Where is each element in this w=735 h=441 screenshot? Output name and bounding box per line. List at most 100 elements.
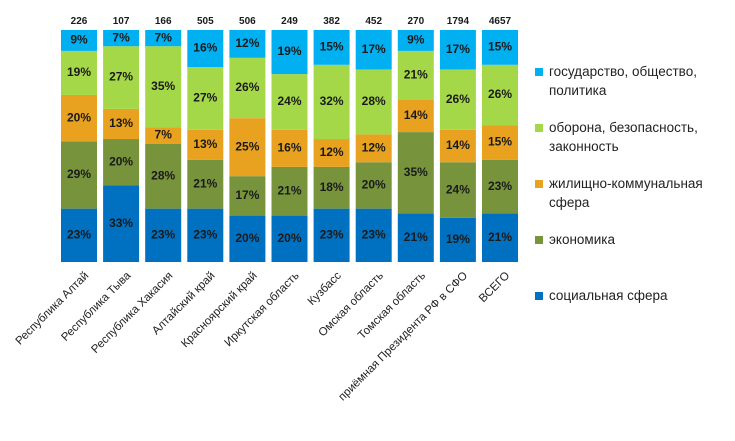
legend-label: оборона, безопасность, законность — [549, 120, 698, 154]
bar-segment — [355, 30, 392, 70]
bar-segment — [313, 166, 350, 209]
bar-segment — [313, 208, 350, 262]
bar-segment — [229, 118, 266, 177]
bar-segment — [229, 57, 266, 119]
bar-segment — [355, 134, 392, 163]
bar-segment — [355, 162, 392, 209]
bar-segment — [145, 143, 182, 209]
bar-segment — [482, 213, 518, 262]
bar-segment — [103, 185, 140, 262]
value-label: 26% — [446, 92, 470, 106]
bar-segment — [61, 30, 97, 51]
bar-segment — [355, 208, 392, 262]
total-label: 452 — [365, 16, 382, 27]
legend-item: жилищно-коммунальная сфера — [535, 174, 730, 230]
bar-segment — [145, 208, 182, 262]
legend-swatch — [535, 292, 543, 300]
bar-segment — [397, 30, 434, 51]
bar-segment — [61, 208, 97, 262]
value-label: 7% — [112, 30, 130, 44]
bar-segment — [187, 30, 224, 68]
value-label: 16% — [193, 41, 217, 55]
value-label: 18% — [320, 180, 344, 194]
x-tick-label: Республика Тыва — [59, 269, 133, 343]
value-label: 24% — [277, 94, 301, 108]
value-label: 33% — [109, 216, 133, 230]
value-label: 26% — [235, 80, 259, 94]
legend-label: социальная сфера — [549, 288, 668, 303]
bar-segment — [439, 162, 476, 218]
value-label: 14% — [404, 108, 428, 122]
bar-segment — [397, 50, 434, 100]
bar-segment — [103, 46, 140, 109]
value-label: 21% — [404, 67, 428, 81]
value-label: 20% — [109, 154, 133, 168]
value-label: 17% — [362, 42, 386, 56]
value-label: 23% — [151, 227, 175, 241]
value-label: 25% — [235, 139, 259, 153]
bar-segment — [482, 159, 518, 214]
legend-item: экономика — [535, 230, 730, 286]
x-tick-label: Красноярский край — [179, 270, 259, 350]
bar-segment — [313, 64, 350, 140]
bar-segment — [397, 99, 434, 133]
legend-label: экономика — [549, 232, 615, 247]
value-label: 7% — [155, 30, 173, 44]
x-tick-label: Иркутская область — [222, 270, 301, 349]
value-label: 15% — [488, 40, 512, 54]
total-label: 382 — [323, 16, 340, 27]
bar-segment — [271, 129, 308, 167]
bar-segment — [271, 74, 308, 130]
value-label: 27% — [109, 70, 133, 84]
value-label: 20% — [67, 110, 91, 124]
x-tick-label: ВСЕГО — [477, 270, 512, 305]
value-label: 35% — [404, 165, 428, 179]
legend-swatch — [535, 124, 543, 132]
value-label: 19% — [67, 65, 91, 79]
value-label: 17% — [446, 42, 470, 56]
bar-segment — [397, 213, 434, 262]
value-label: 29% — [67, 167, 91, 181]
bar-segment — [145, 30, 182, 47]
value-label: 21% — [404, 230, 428, 244]
value-label: 21% — [277, 183, 301, 197]
legend-swatch — [535, 236, 543, 244]
value-label: 23% — [488, 179, 512, 193]
value-label: 23% — [320, 227, 344, 241]
value-label: 14% — [446, 138, 470, 152]
bar-segment — [271, 215, 308, 262]
bar-segment — [187, 159, 224, 209]
value-label: 12% — [362, 140, 386, 154]
value-label: 9% — [70, 33, 88, 47]
bar-segment — [61, 94, 97, 142]
legend-swatch — [535, 180, 543, 188]
value-label: 27% — [193, 91, 217, 105]
value-label: 17% — [235, 188, 259, 202]
value-label: 20% — [362, 178, 386, 192]
x-tick-label: Республика Алтай — [14, 270, 92, 348]
total-label: 506 — [239, 16, 256, 27]
bar-segment — [103, 30, 140, 47]
value-label: 21% — [488, 230, 512, 244]
value-label: 24% — [446, 182, 470, 196]
legend-label: жилищно-коммунальная сфера — [549, 176, 703, 210]
bar-segment — [313, 139, 350, 167]
value-label: 13% — [193, 137, 217, 151]
bar-segment — [482, 30, 518, 65]
legend-swatch — [535, 68, 543, 76]
value-label: 23% — [362, 227, 386, 241]
x-tick-label: Кузбасс — [306, 270, 344, 308]
value-label: 16% — [277, 140, 301, 154]
value-label: 20% — [277, 231, 301, 245]
bar-segment — [229, 215, 266, 262]
bar-segment — [271, 30, 308, 75]
bar-segment — [61, 50, 97, 95]
value-label: 26% — [488, 87, 512, 101]
value-label: 35% — [151, 79, 175, 93]
bar-segment — [439, 217, 476, 262]
value-label: 28% — [362, 94, 386, 108]
value-label: 28% — [151, 168, 175, 182]
total-label: 226 — [71, 16, 88, 27]
bar-segment — [145, 127, 182, 144]
